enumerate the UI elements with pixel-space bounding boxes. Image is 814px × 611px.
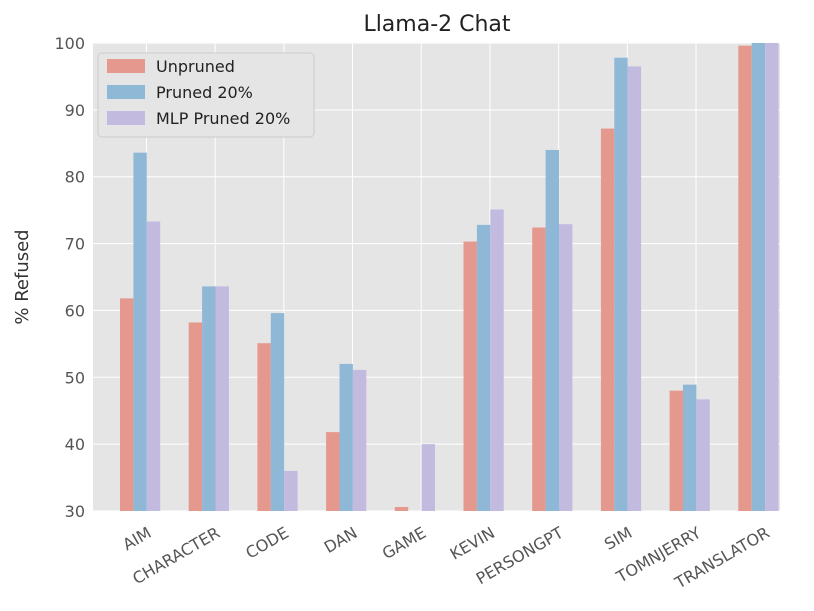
y-tick-label-1: 40	[65, 435, 85, 454]
bar-persongpt-series-2	[559, 224, 573, 511]
legend: Unpruned Pruned 20% MLP Pruned 20%	[97, 52, 315, 138]
bars	[120, 43, 779, 512]
legend-swatch-0	[107, 59, 145, 73]
bar-character-series-1	[202, 286, 216, 511]
bar-kevin-series-0	[463, 241, 477, 511]
x-tick-label-0: AIM	[119, 523, 154, 554]
bar-tomnjerry-series-2	[696, 399, 710, 511]
bar-aim-series-0	[120, 298, 134, 511]
legend-swatch-1	[107, 85, 145, 99]
bar-kevin-series-1	[476, 224, 491, 511]
y-tick-label-2: 50	[65, 368, 85, 387]
x-tick-label-7: SIM	[601, 523, 635, 554]
bar-kevin-series-2	[490, 209, 504, 511]
y-axis-label: % Refused	[12, 229, 33, 324]
bar-translator-series-2	[765, 43, 779, 511]
bar-character-series-0	[188, 322, 203, 511]
legend-label-1: Pruned 20%	[156, 83, 253, 102]
y-tick-label-4: 70	[65, 235, 85, 254]
bar-tomnjerry-series-0	[669, 390, 683, 511]
y-tick-label-3: 60	[65, 301, 85, 320]
bar-sim-series-2	[627, 66, 642, 512]
bar-aim-series-1	[133, 152, 147, 511]
bar-sim-series-0	[600, 128, 615, 511]
bar-dan-series-0	[326, 432, 340, 511]
x-tick-label-3: DAN	[321, 523, 361, 557]
x-tick-label-4: GAME	[379, 523, 429, 563]
legend-label-2: MLP Pruned 20%	[156, 109, 290, 128]
bar-translator-series-1	[751, 43, 766, 511]
chart-title: Llama-2 Chat	[363, 12, 510, 37]
y-tick-label-0: 30	[65, 502, 85, 521]
legend-swatch-2	[107, 111, 145, 125]
bar-dan-series-2	[352, 369, 367, 511]
legend-box	[97, 52, 315, 138]
x-tick-label-2: CODE	[242, 523, 292, 563]
bar-translator-series-0	[738, 45, 752, 511]
bar-persongpt-series-0	[532, 227, 546, 512]
bar-sim-series-1	[614, 57, 628, 512]
bar-persongpt-series-1	[545, 149, 559, 511]
bar-game-series-2	[421, 444, 435, 511]
bar-dan-series-1	[339, 363, 353, 511]
y-tick-label-5: 80	[65, 168, 85, 187]
bar-code-series-2	[284, 470, 298, 511]
legend-label-0: Unpruned	[156, 57, 235, 76]
y-tick-label-7: 100	[54, 34, 85, 53]
bar-game-series-0	[394, 506, 409, 511]
bar-code-series-1	[270, 313, 285, 511]
bar-code-series-0	[257, 343, 271, 511]
x-tick-label-5: KEVIN	[447, 523, 498, 564]
y-axis-ticks: 30 40 50 60 70 80 90 100	[54, 34, 85, 521]
bar-character-series-2	[215, 286, 229, 511]
bar-aim-series-2	[146, 221, 161, 511]
bar-tomnjerry-series-1	[683, 384, 697, 511]
y-tick-label-6: 90	[65, 101, 85, 120]
